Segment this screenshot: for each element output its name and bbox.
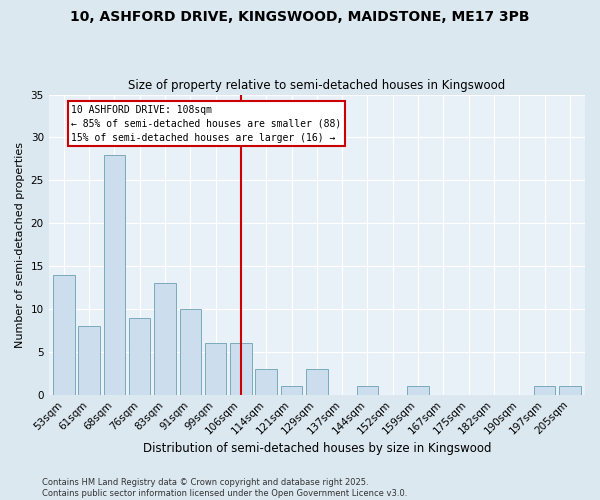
Bar	[205, 344, 226, 394]
Bar	[534, 386, 555, 394]
Bar	[154, 283, 176, 395]
Title: Size of property relative to semi-detached houses in Kingswood: Size of property relative to semi-detach…	[128, 79, 505, 92]
Bar	[281, 386, 302, 394]
Bar	[407, 386, 429, 394]
Bar	[79, 326, 100, 394]
Text: Contains HM Land Registry data © Crown copyright and database right 2025.
Contai: Contains HM Land Registry data © Crown c…	[42, 478, 407, 498]
Bar	[104, 154, 125, 394]
X-axis label: Distribution of semi-detached houses by size in Kingswood: Distribution of semi-detached houses by …	[143, 442, 491, 455]
Bar	[53, 274, 74, 394]
Y-axis label: Number of semi-detached properties: Number of semi-detached properties	[15, 142, 25, 348]
Bar	[256, 369, 277, 394]
Bar	[356, 386, 378, 394]
Bar	[129, 318, 151, 394]
Bar	[306, 369, 328, 394]
Bar	[559, 386, 581, 394]
Bar	[179, 309, 201, 394]
Text: 10, ASHFORD DRIVE, KINGSWOOD, MAIDSTONE, ME17 3PB: 10, ASHFORD DRIVE, KINGSWOOD, MAIDSTONE,…	[70, 10, 530, 24]
Text: 10 ASHFORD DRIVE: 108sqm
← 85% of semi-detached houses are smaller (88)
15% of s: 10 ASHFORD DRIVE: 108sqm ← 85% of semi-d…	[71, 105, 341, 143]
Bar	[230, 344, 251, 394]
